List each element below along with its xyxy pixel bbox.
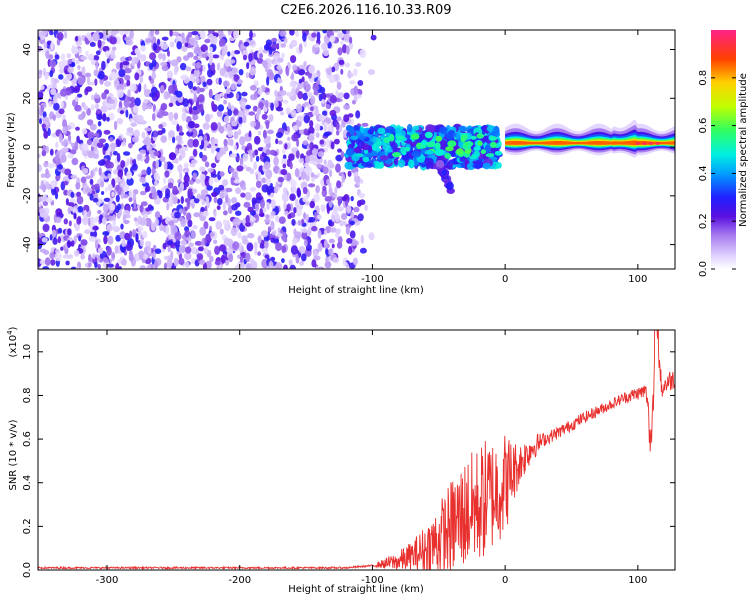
spectrogram-x-tick-label: 0 [502,274,508,285]
snr-x-tick-label: -100 [361,575,384,586]
colorbar-tick-label: 0.0 [698,261,709,277]
spectrogram-x-tick-label: -100 [361,274,384,285]
spectrogram-frame [37,29,676,270]
snr-x-tick-label: -200 [228,575,251,586]
spectrogram-y-tick-label: 40 [22,43,33,56]
colorbar-label: Normalized spectral amplitude [738,73,749,227]
snr-y-axis: 0.0 0.2 0.4 0.6 0.8 1.0 [22,344,675,578]
spectrogram-y-tick-label: -20 [22,188,33,204]
spectrogram-region-echo-cluster [343,123,503,171]
spectrogram-y-axis-title: Frequency (Hz) [6,112,17,188]
colorbar-ticks: 0.0 0.2 0.4 0.6 0.8 [698,70,736,277]
snr-panel: -300 -200 -100 0 100 0.0 0.2 0.4 0.6 0.8 1.0 Heig… [6,326,676,595]
snr-y-multiplier-close: ) [8,326,19,330]
spectrogram-y-tick-label: 20 [22,92,33,105]
snr-x-axis: -300 -200 -100 0 100 [96,330,647,586]
colorbar: 0.0 0.2 0.4 0.6 0.8 Normalized spectral ampl… [698,30,749,277]
spectrogram-x-tick-label: -300 [96,274,119,285]
spectrogram-x-tick-label: -200 [228,274,251,285]
colorbar-tick-label: 0.2 [698,213,709,229]
spectrogram-region-echo-tail [435,156,455,194]
snr-y-tick-label: 1.0 [22,344,33,360]
spectrogram-x-axis-title: Height of straight line (km) [288,285,424,296]
spectrogram-y-tick-label: -40 [22,236,33,252]
colorbar-gradient [711,30,736,269]
snr-x-tick-label: 100 [628,575,647,586]
spectrogram-x-tick-label: 100 [628,274,647,285]
snr-x-tick-label: -300 [96,575,119,586]
figure-title: C2E6.2026.116.10.33.R09 [280,3,451,18]
spectrogram-cells [38,30,675,269]
colorbar-tick-label: 0.8 [698,70,709,86]
colorbar-tick-label: 0.4 [698,165,709,181]
spectrogram-y-tick-label: 0 [22,144,33,150]
spectrogram-x-axis: -300 -200 -100 0 100 [96,30,647,285]
snr-plot-area [38,330,675,570]
snr-frame [37,329,676,571]
snr-y-tick-label: 0.2 [22,518,33,534]
snr-y-tick-label: 0.0 [22,562,33,578]
snr-y-tick-label: 0.4 [22,475,33,491]
snr-y-axis-title: SNR (10 * v/v) [8,419,19,490]
snr-background [38,330,675,570]
snr-y-tick-label: 0.6 [22,431,33,447]
colorbar-tick-label: 0.6 [698,118,709,134]
spectrogram-y-axis: -40 -20 0 20 40 [22,43,675,253]
snr-x-axis-title: Height of straight line (km) [288,584,424,595]
spectrogram-region-narrow-band [505,119,675,158]
snr-y-tick-label: 0.8 [22,388,33,404]
spectrogram-plot-area [38,30,675,269]
snr-y-multiplier: (x104) [6,326,19,357]
snr-y-multiplier-base: (x10 [8,335,19,358]
snr-y-multiplier-exponent: 4 [6,330,14,335]
snr-series-line [38,330,675,570]
spectrogram-region-scattered-noise [38,30,377,269]
snr-x-tick-label: 0 [502,575,508,586]
